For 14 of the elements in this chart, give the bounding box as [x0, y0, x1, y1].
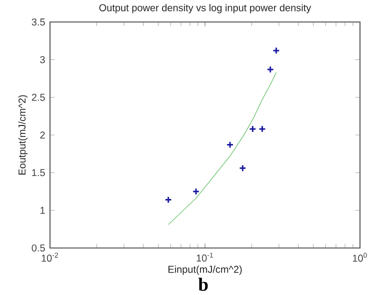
x-axis-title: Einput(mJ/cm^2): [168, 266, 242, 275]
y-tick-label: 3: [40, 56, 45, 64]
x-tick-label: 10$^{0}$: [352, 252, 367, 262]
y-axis-title: Eoutput(mJ/cm^2): [18, 95, 28, 175]
y-tick-label: 1: [40, 206, 45, 214]
y-tick-label: 2.5: [32, 94, 45, 101]
x-tick-label: 10$^{-1}$: [196, 252, 214, 262]
y-tick-label: 2: [40, 132, 45, 138]
y-tick-label: 1.5: [32, 169, 45, 176]
y-tick-label: 0.5: [32, 244, 45, 252]
x-tick-label: 10$^{-2}$: [42, 252, 58, 262]
text: b: [198, 278, 208, 291]
y-tick-label: 3.5: [32, 18, 45, 26]
chart-title: Output power density vs log input power density: [99, 4, 312, 14]
